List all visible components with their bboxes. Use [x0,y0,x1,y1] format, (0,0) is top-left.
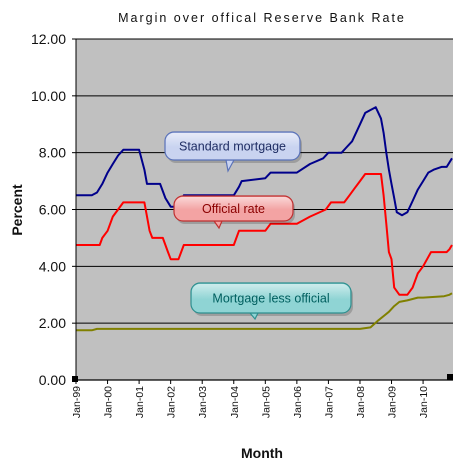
callout-gloss [192,284,350,312]
x-tick-label: Jan-08 [355,386,367,418]
y-tick-label: 6.00 [39,202,66,218]
series-lines [76,106,453,332]
callout-label: Standard mortgage [179,140,286,154]
y-axis-ticks: 0.00 2.00 4.00 6.00 8.00 10.00 12.00 [31,31,76,388]
x-tick-label: Jan-00 [103,386,115,418]
chart-title: Margin over offical Reserve Bank Rate [118,11,406,25]
callout-mortgage-less-official: Mortgage less official [190,282,353,321]
series-line-standard-mortgage [76,106,453,217]
selection-handle-right[interactable] [447,374,453,380]
x-tick-label: Jan-05 [260,386,272,418]
callouts: Standard mortgage Official rate Mortgage l… [164,131,353,321]
selection-handle-left[interactable] [72,376,78,382]
x-tick-label: Jan-03 [197,386,209,418]
y-axis-label: Percent [9,184,25,236]
y-tick-label: 10.00 [31,88,66,104]
y-tick-label: 4.00 [39,258,66,274]
x-tick-label: Jan-06 [292,386,304,418]
callout-standard-mortgage: Standard mortgage [164,131,302,173]
callout-gloss [175,197,292,220]
x-tick-label: Jan-01 [134,386,146,418]
y-tick-label: 8.00 [39,145,66,161]
x-axis-ticks: Jan-99 Jan-00 Jan-01 Jan-02 Jan-03 Jan-04 Jan-… [71,380,430,418]
x-tick-label: Jan-09 [387,386,399,418]
x-tick-label: Jan-99 [71,386,83,418]
callout-label: Mortgage less official [212,292,329,306]
x-axis-label: Month [241,445,283,461]
callout-label: Official rate [202,202,265,216]
series-line-official-rate [76,173,453,296]
x-tick-label: Jan-02 [166,386,178,418]
y-tick-label: 2.00 [39,315,66,331]
callout-gloss [166,133,299,159]
y-tick-label: 0.00 [39,372,66,388]
y-tick-label: 12.00 [31,31,66,47]
callout-official-rate: Official rate [173,195,295,230]
x-tick-label: Jan-10 [418,386,430,418]
x-tick-label: Jan-04 [229,386,241,418]
x-tick-label: Jan-07 [323,386,335,418]
series-line-mortgage-less-official [76,292,453,332]
